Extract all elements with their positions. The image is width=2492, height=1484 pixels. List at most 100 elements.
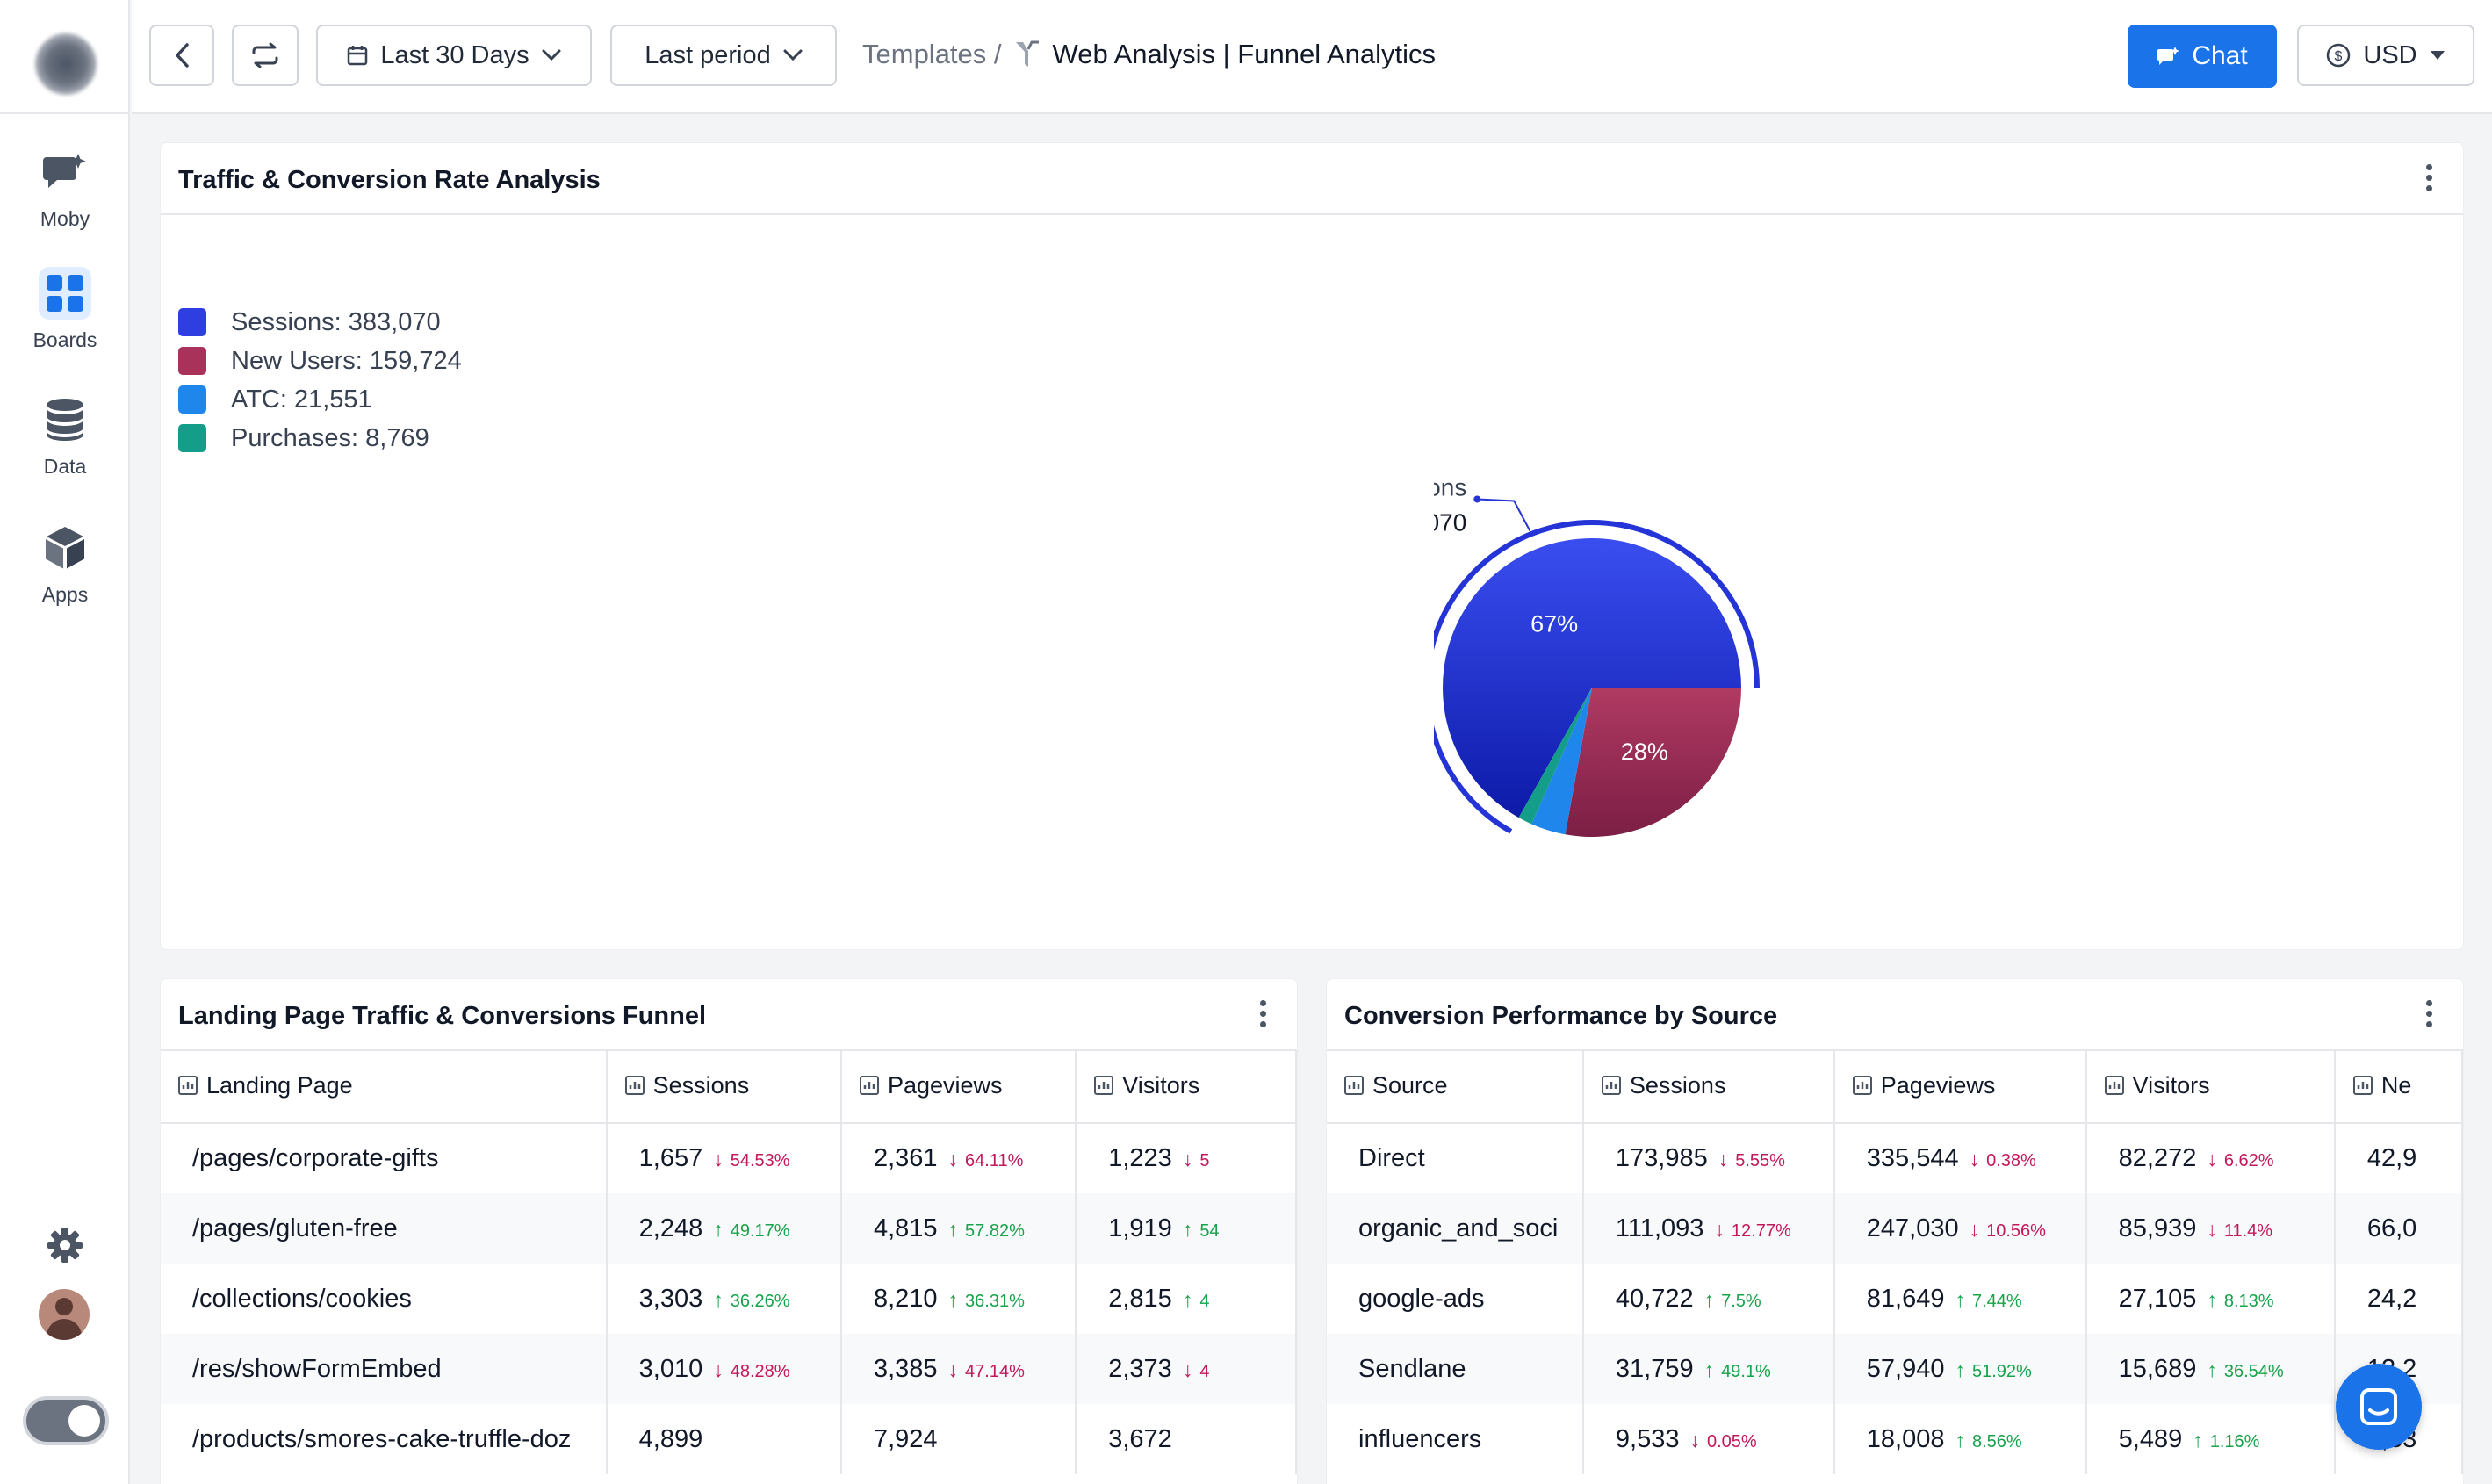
currency-dropdown[interactable]: $ USD (2297, 25, 2474, 86)
table-column-icon (1601, 1074, 1621, 1101)
date-range-dropdown[interactable]: Last 30 Days (316, 25, 592, 86)
arrow-up-icon: ↑ (1955, 1358, 1965, 1381)
help-chat-launcher[interactable] (2336, 1364, 2422, 1450)
sidebar-item-apps[interactable]: Apps (0, 522, 130, 607)
cell-value: 57,940 (1866, 1354, 1945, 1383)
card-header: Landing Page Traffic & Conversions Funne… (161, 979, 1297, 1051)
pageviews-cell: 4,815 ↑ 57.82% (840, 1193, 1077, 1264)
table-row[interactable]: google-ads 40,722 ↑ 7.5% 81,649 ↑ 7.44% 27,1… (1327, 1264, 2463, 1334)
column-label: Ne (2380, 1072, 2412, 1099)
visitors-cell: 2,815 ↑ 4 (1076, 1264, 1297, 1334)
theme-toggle[interactable] (23, 1396, 109, 1445)
column-header-pageviews[interactable]: Pageviews (1833, 1051, 2087, 1124)
arrow-up-icon: ↑ (1955, 1428, 1965, 1452)
arrow-up-icon: ↑ (2207, 1287, 2217, 1311)
date-range-label: Last 30 Days (380, 40, 529, 69)
chat-button[interactable]: Chat (2128, 25, 2277, 88)
sidebar-item-data[interactable]: Data (0, 393, 130, 479)
arrow-down-icon: ↓ (2207, 1148, 2217, 1171)
callout-leader-dot (1473, 495, 1481, 503)
sessions-cell: 3,303 ↑ 36.26% (606, 1264, 842, 1334)
column-header-visitors[interactable]: Visitors (1076, 1051, 1297, 1124)
breadcrumb-parent[interactable]: Templates / (862, 39, 1002, 69)
sidebar-item-label: Apps (41, 583, 89, 606)
cell-value: 7,924 (873, 1424, 938, 1453)
avatar[interactable] (39, 1289, 90, 1340)
cell-value: 27,105 (2118, 1284, 2197, 1313)
change-percent: 49.17% (730, 1221, 790, 1241)
table-row[interactable]: Direct 173,985 ↓ 5.55% 335,544 ↓ 0.38% 82,27… (1327, 1123, 2463, 1193)
chat-bubble-icon (2157, 47, 2180, 65)
more-options-icon[interactable] (2426, 164, 2433, 194)
pie-slice-atc[interactable] (1531, 688, 1592, 835)
table-row[interactable]: Sendlane 31,759 ↑ 49.1% 57,940 ↑ 51.92% 15,6… (1327, 1334, 2463, 1404)
change-percent: 51.92% (1971, 1361, 2032, 1381)
legend-item-new-users[interactable]: New Users: 159,724 (178, 342, 462, 380)
arrow-up-icon: ↑ (1703, 1358, 1715, 1381)
refresh-button[interactable] (232, 25, 299, 86)
legend-item-sessions[interactable]: Sessions: 383,070 (178, 303, 462, 342)
more-options-icon[interactable] (2426, 1000, 2433, 1030)
table-row[interactable]: /res/showFormEmbed 3,010 ↓ 48.28% 3,385 ↓ 47… (161, 1334, 1297, 1404)
sidebar-item-boards[interactable]: Boards (0, 267, 130, 352)
change-percent: 47.14% (965, 1361, 1025, 1381)
legend-item-purchases[interactable]: Purchases: 8,769 (178, 419, 462, 457)
change-percent: 5.55% (1735, 1151, 1785, 1171)
column-label: Visitors (1122, 1072, 1200, 1099)
card-title: Traffic & Conversion Rate Analysis (178, 166, 601, 194)
column-header-pageviews[interactable]: Pageviews (840, 1051, 1077, 1124)
new-users-cell: 24,2 (2334, 1264, 2463, 1334)
top-bar: Last 30 Days Last period Templates / Web… (132, 0, 2492, 114)
visitors-cell: 82,272 ↓ 6.62% (2085, 1123, 2336, 1193)
change-percent: 36.31% (965, 1291, 1025, 1311)
source-cell: organic_and_soci (1327, 1193, 1584, 1264)
column-header-source[interactable]: Source (1327, 1051, 1584, 1124)
cell-value: 3,303 (638, 1284, 703, 1313)
table-row[interactable]: /pages/gluten-free 2,248 ↑ 49.17% 4,815 ↑ 57… (161, 1193, 1297, 1264)
legend-item-atc[interactable]: ATC: 21,551 (178, 380, 462, 419)
new-users-cell: 42,9 (2334, 1123, 2463, 1193)
column-header-sessions[interactable]: Sessions (1582, 1051, 1835, 1124)
table-row[interactable]: /products/smores-cake-truffle-doz 4,899 … (161, 1404, 1297, 1474)
cell-value: 40,722 (1615, 1284, 1694, 1313)
legend-swatch (178, 424, 206, 452)
sessions-cell: 31,759 ↑ 49.1% (1582, 1334, 1835, 1404)
pageviews-cell: 3,385 ↓ 47.14% (840, 1334, 1077, 1404)
more-options-icon[interactable] (1260, 1000, 1267, 1030)
compare-period-label: Last period (645, 40, 771, 69)
cell-value: 247,030 (1866, 1214, 1959, 1243)
change-percent: 12.77% (1731, 1221, 1791, 1241)
arrow-up-icon: ↑ (1182, 1287, 1193, 1311)
change-percent: 64.11% (965, 1151, 1024, 1171)
column-header-new-users[interactable]: Ne (2334, 1051, 2463, 1124)
table-row[interactable]: organic_and_soci 111,093 ↓ 12.77% 247,030 ↓… (1327, 1193, 2463, 1264)
pageviews-cell: 2,361 ↓ 64.11% (840, 1123, 1077, 1193)
card-title: Conversion Performance by Source (1344, 1002, 1778, 1030)
table-row[interactable]: /collections/cookies 3,303 ↑ 36.26% 8,210 ↑… (161, 1264, 1297, 1334)
column-header-visitors[interactable]: Visitors (2085, 1051, 2336, 1124)
workspace-logo[interactable] (35, 33, 97, 95)
table-row[interactable]: influencers 9,533 ↓ 0.05% 18,008 ↑ 8.56% 5,4… (1327, 1404, 2463, 1474)
sidebar-item-label: Moby (40, 207, 90, 230)
pie-slice-new-users[interactable] (1565, 688, 1741, 837)
cell-value: 173,985 (1615, 1144, 1708, 1172)
calendar-icon (348, 46, 368, 66)
pie-slice-sessions[interactable] (1443, 538, 1741, 818)
legend-swatch (178, 347, 206, 375)
sessions-cell: 9,533 ↓ 0.05% (1582, 1404, 1835, 1474)
table-row[interactable]: /pages/corporate-gifts 1,657 ↓ 54.53% 2,36… (161, 1123, 1297, 1193)
arrow-down-icon: ↓ (1969, 1217, 1980, 1241)
back-button[interactable] (149, 25, 214, 86)
sidebar-item-moby[interactable]: Moby (0, 146, 130, 231)
column-header-landing-page[interactable]: Landing Page (161, 1051, 608, 1124)
gear-icon[interactable] (39, 1219, 91, 1271)
column-label: Sessions (652, 1072, 750, 1099)
column-header-sessions[interactable]: Sessions (606, 1051, 842, 1124)
traffic-pie-chart: Sessions 383,070 67% 28% (1434, 473, 1760, 837)
callout-series-name: Sessions (1434, 473, 1466, 501)
change-percent: 7.44% (1971, 1291, 2022, 1311)
moby-chat-icon (39, 146, 91, 198)
cell-value: 111,093 (1615, 1214, 1704, 1243)
compare-period-dropdown[interactable]: Last period (610, 25, 837, 86)
pie-slice-purchases[interactable] (1518, 688, 1592, 825)
